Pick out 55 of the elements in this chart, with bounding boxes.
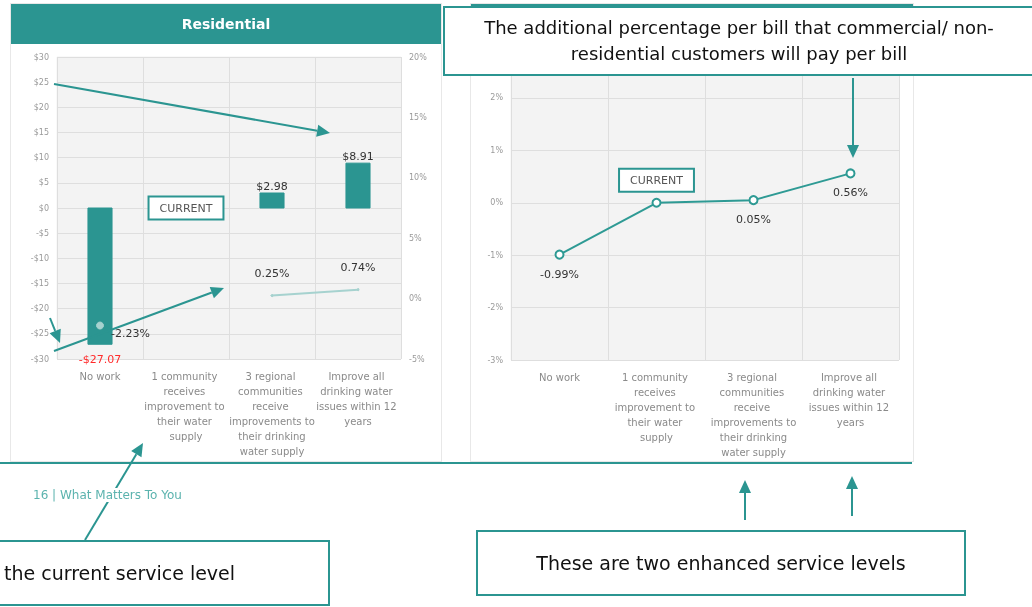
y-tick-label: -$10 bbox=[30, 253, 49, 263]
bar bbox=[345, 162, 371, 209]
y-tick-label: -$30 bbox=[30, 354, 49, 364]
x-tick-label: 3 regional communities receive improvements to their drinking water supply bbox=[710, 372, 797, 458]
data-label: 0.56% bbox=[833, 186, 868, 200]
data-label: $2.98 bbox=[256, 179, 288, 193]
x-tick-label: 1 community receives improvement to their water supply bbox=[144, 371, 228, 442]
y2-tick-label: 10% bbox=[409, 173, 428, 183]
x-tick-label: 3 regional communities receive improvements to their drinking water supply bbox=[229, 371, 315, 457]
y2-tick-label: 20% bbox=[409, 52, 428, 62]
y-tick-label: $10 bbox=[33, 153, 49, 163]
callout: These are two enhanced service levels bbox=[476, 530, 966, 596]
y-tick-label: -2% bbox=[487, 303, 504, 313]
x-tick-label: No work bbox=[79, 371, 121, 382]
y-tick-label: $5 bbox=[38, 178, 49, 188]
data-label: CURRENT bbox=[630, 173, 684, 187]
y-tick-label: $0 bbox=[38, 203, 49, 213]
point bbox=[651, 197, 662, 208]
data-label: 0.25% bbox=[254, 267, 290, 281]
y-tick-label: -3% bbox=[487, 355, 504, 365]
y2-tick-label: -5% bbox=[409, 354, 425, 364]
callout: The additional percentage per bill that commercial/ non-residential customers will pay per bill bbox=[443, 6, 1032, 76]
data-label: 0.05% bbox=[736, 213, 771, 227]
data-label: -0.99% bbox=[540, 267, 579, 281]
x-tick-label: No work bbox=[539, 372, 581, 383]
y-tick-label: $30 bbox=[33, 52, 49, 62]
data-label: CURRENT bbox=[159, 201, 213, 215]
point bbox=[554, 249, 565, 260]
data-label: 0.74% bbox=[340, 261, 376, 275]
callout: the current service level bbox=[0, 540, 330, 606]
y-tick-label: -$25 bbox=[30, 329, 49, 339]
y2-tick-label: 15% bbox=[409, 112, 428, 122]
x-tick-label: Improve all drinking water issues within 12 years bbox=[316, 371, 400, 427]
y2-tick-label: 5% bbox=[409, 233, 423, 243]
y-tick-label: -1% bbox=[487, 250, 504, 260]
bar bbox=[87, 207, 113, 345]
y-tick-label: $15 bbox=[33, 128, 49, 137]
y-tick-label: 1% bbox=[490, 145, 504, 155]
data-label: -$27.07 bbox=[78, 352, 122, 366]
chart-title: Residential bbox=[11, 4, 441, 44]
x-tick-label: 1 community receives improvement to their water supply bbox=[614, 372, 699, 443]
y-tick-label: 2% bbox=[490, 93, 504, 103]
y-tick-label: $20 bbox=[33, 102, 49, 112]
point bbox=[845, 168, 856, 179]
y2-tick-label: 0% bbox=[409, 294, 423, 304]
y-tick-label: -$20 bbox=[30, 304, 49, 314]
y-tick-label: -$5 bbox=[35, 228, 49, 238]
y-tick-label: 0% bbox=[490, 198, 504, 208]
y-tick-label: $25 bbox=[33, 77, 49, 87]
y-tick-label: -$15 bbox=[30, 279, 49, 288]
bar bbox=[259, 192, 285, 209]
text: 16 | What Matters To You bbox=[30, 488, 185, 502]
x-tick-label: Improve all drinking water issues within 12 years bbox=[808, 372, 893, 428]
point bbox=[748, 195, 759, 206]
data-label: $8.91 bbox=[342, 149, 374, 163]
